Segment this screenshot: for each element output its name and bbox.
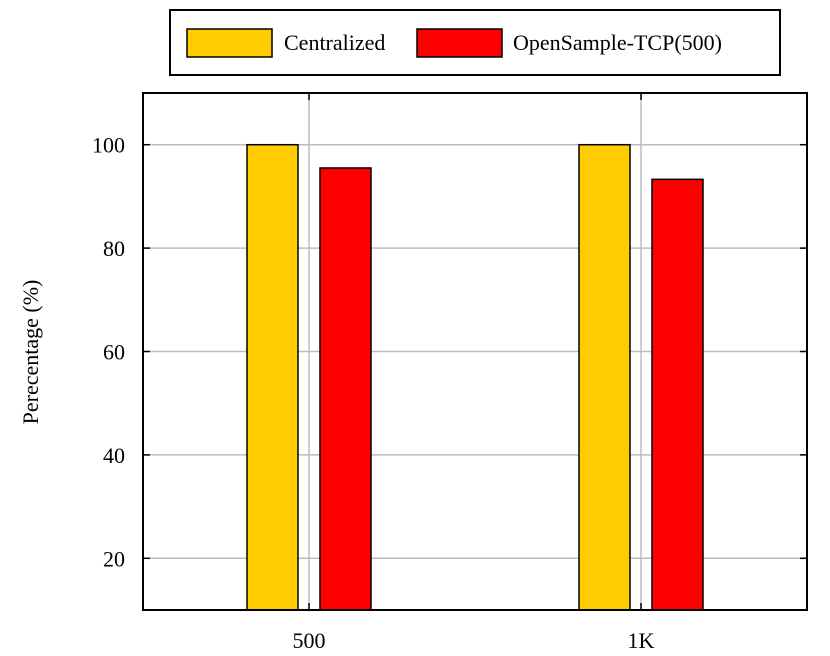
y-tick-label: 60 [103,340,125,365]
bar-opensample-1k [651,178,704,611]
y-axis-label: Perecentage (%) [18,280,43,425]
legend-swatch-centralized [186,28,273,58]
y-tick-label: 100 [92,133,125,158]
bars [246,143,704,611]
legend-label-centralized: Centralized [284,30,385,55]
legend-swatch-opensample [416,28,503,58]
y-axis: 20 40 60 80 100 [92,133,807,571]
y-tick-label: 80 [103,236,125,261]
bar-centralized-1k [578,143,631,611]
bar-centralized-500 [246,143,299,611]
y-tick-label: 20 [103,546,125,571]
legend: Centralized OpenSample-TCP(500) [169,9,781,76]
x-tick-label: 500 [293,628,326,653]
x-tick-label: 1K [628,628,655,653]
x-axis: 500 1K [293,93,655,653]
grid [143,93,807,610]
bar-opensample-500 [319,167,372,611]
y-tick-label: 40 [103,443,125,468]
legend-label-opensample: OpenSample-TCP(500) [513,30,722,55]
